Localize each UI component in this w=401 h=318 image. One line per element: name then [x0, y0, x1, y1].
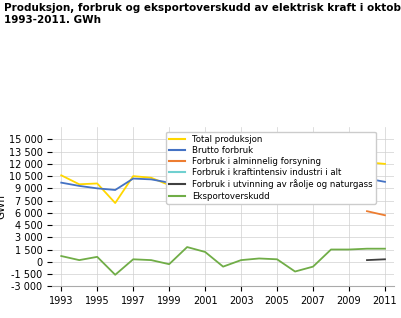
- Brutto forbruk: [220, 180, 225, 184]
- Brutto forbruk: [95, 186, 99, 190]
- Brutto forbruk: [166, 181, 171, 184]
- Brutto forbruk: [346, 177, 350, 181]
- Forbruk i alminnelig forsyning: [382, 213, 387, 217]
- Forbruk i utvinning av råolje og naturgass: [364, 258, 369, 262]
- Brutto forbruk: [274, 182, 279, 186]
- Total produksjon: [202, 164, 207, 168]
- Eksportoverskudd: [346, 248, 350, 252]
- Line: Brutto forbruk: Brutto forbruk: [61, 175, 384, 190]
- Eksportoverskudd: [59, 254, 63, 258]
- Text: Produksjon, forbruk og eksportoverskudd av elektrisk kraft i oktober.
1993-2011.: Produksjon, forbruk og eksportoverskudd …: [4, 3, 401, 25]
- Total produksjon: [382, 162, 387, 166]
- Total produksjon: [130, 174, 135, 178]
- Total produksjon: [238, 173, 243, 176]
- Forbruk i alminnelig forsyning: [364, 209, 369, 213]
- Brutto forbruk: [202, 174, 207, 178]
- Brutto forbruk: [113, 188, 117, 192]
- Total produksjon: [95, 182, 99, 185]
- Total produksjon: [274, 180, 279, 184]
- Eksportoverskudd: [328, 248, 332, 252]
- Eksportoverskudd: [113, 273, 117, 277]
- Legend: Total produksjon, Brutto forbruk, Forbruk i alminnelig forsyning, Forbruk i kraf: Total produksjon, Brutto forbruk, Forbru…: [166, 132, 375, 204]
- Brutto forbruk: [292, 176, 297, 180]
- Eksportoverskudd: [256, 257, 261, 260]
- Brutto forbruk: [238, 174, 243, 178]
- Total produksjon: [220, 185, 225, 189]
- Total produksjon: [77, 182, 81, 186]
- Eksportoverskudd: [130, 257, 135, 261]
- Total produksjon: [256, 173, 261, 177]
- Eksportoverskudd: [238, 258, 243, 262]
- Brutto forbruk: [328, 177, 332, 181]
- Total produksjon: [346, 164, 350, 168]
- Y-axis label: GWh: GWh: [0, 194, 6, 219]
- Line: Eksportoverskudd: Eksportoverskudd: [61, 247, 384, 275]
- Forbruk i utvinning av råolje og naturgass: [382, 257, 387, 261]
- Eksportoverskudd: [148, 258, 153, 262]
- Brutto forbruk: [59, 181, 63, 184]
- Brutto forbruk: [77, 184, 81, 188]
- Total produksjon: [292, 164, 297, 168]
- Brutto forbruk: [184, 173, 189, 177]
- Eksportoverskudd: [202, 250, 207, 254]
- Eksportoverskudd: [310, 265, 315, 268]
- Brutto forbruk: [364, 177, 369, 181]
- Eksportoverskudd: [382, 247, 387, 251]
- Line: Forbruk i utvinning av råolje og naturgass: Forbruk i utvinning av råolje og naturga…: [366, 259, 384, 260]
- Brutto forbruk: [382, 180, 387, 184]
- Total produksjon: [113, 201, 117, 205]
- Eksportoverskudd: [292, 270, 297, 273]
- Eksportoverskudd: [274, 257, 279, 261]
- Total produksjon: [364, 160, 369, 164]
- Eksportoverskudd: [166, 262, 171, 266]
- Total produksjon: [184, 164, 189, 168]
- Eksportoverskudd: [95, 255, 99, 259]
- Total produksjon: [328, 165, 332, 169]
- Brutto forbruk: [310, 185, 315, 189]
- Eksportoverskudd: [364, 247, 369, 251]
- Eksportoverskudd: [184, 245, 189, 249]
- Total produksjon: [148, 176, 153, 180]
- Total produksjon: [59, 173, 63, 177]
- Line: Total produksjon: Total produksjon: [61, 162, 384, 203]
- Brutto forbruk: [148, 177, 153, 181]
- Eksportoverskudd: [220, 265, 225, 268]
- Eksportoverskudd: [77, 258, 81, 262]
- Brutto forbruk: [256, 177, 261, 181]
- Total produksjon: [310, 190, 315, 194]
- Brutto forbruk: [130, 177, 135, 181]
- Total produksjon: [166, 183, 171, 187]
- Line: Forbruk i alminnelig forsyning: Forbruk i alminnelig forsyning: [366, 211, 384, 215]
